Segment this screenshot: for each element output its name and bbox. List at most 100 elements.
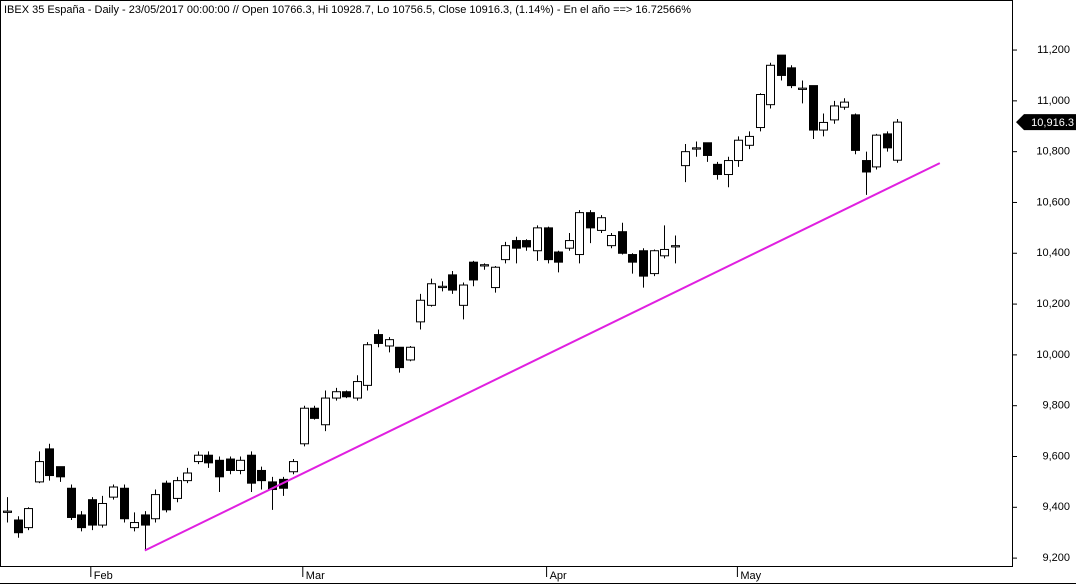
candle-body: [151, 494, 160, 520]
candle-body: [650, 250, 659, 275]
candle-body: [162, 482, 171, 511]
candle-body: [575, 212, 584, 256]
candle-body: [671, 245, 680, 248]
candle-body: [618, 231, 627, 254]
candle-body: [56, 466, 65, 478]
candle-body: [24, 508, 33, 529]
candle-body: [607, 234, 616, 247]
candle-body: [660, 248, 669, 257]
candle-body: [173, 480, 182, 499]
candle-body: [353, 381, 362, 399]
candle-body: [459, 284, 468, 306]
candle-body: [851, 114, 860, 151]
candle-body: [597, 217, 606, 231]
candle-body: [883, 133, 892, 149]
trendline: [144, 162, 941, 552]
candle-body: [14, 519, 23, 534]
candle-body: [67, 487, 76, 518]
candle-body: [819, 121, 828, 131]
candle-body: [628, 254, 637, 263]
candle-body: [120, 487, 129, 520]
candle-body: [554, 251, 563, 263]
candle-body: [342, 391, 351, 398]
y-tick-label: 11,000: [1037, 95, 1070, 107]
candle-body: [438, 285, 447, 289]
candle-body: [480, 264, 489, 267]
candle-body: [310, 407, 319, 419]
y-tick-label: 10,200: [1036, 298, 1070, 310]
candle-body: [798, 87, 807, 90]
y-tick-label: 9,400: [1042, 501, 1070, 513]
price-marker-label: 10,916.3: [1031, 117, 1074, 129]
candle-body: [862, 160, 871, 173]
candle-body: [448, 274, 457, 291]
candle-body: [194, 454, 203, 463]
candle-body: [756, 94, 765, 129]
candle-body: [77, 514, 86, 529]
x-tick-label: Apr: [550, 570, 567, 582]
candle-body: [491, 266, 500, 289]
candle-body: [300, 407, 309, 445]
candle-body: [427, 283, 436, 306]
candle-body: [533, 227, 542, 252]
y-tick-label: 10,400: [1036, 247, 1070, 259]
y-tick-label: 10,800: [1036, 146, 1070, 158]
chart-title: IBEX 35 España - Daily - 23/05/2017 00:0…: [4, 4, 691, 16]
candle-body: [416, 299, 425, 323]
candle-body: [247, 454, 256, 484]
candle-body: [289, 461, 298, 473]
price-marker: [1016, 114, 1076, 131]
candle-body: [321, 397, 330, 426]
candle-body: [45, 448, 54, 477]
candle-body: [724, 160, 733, 176]
candle-body: [88, 499, 97, 526]
y-tick-label: 9,200: [1042, 552, 1070, 564]
plot-frame: [0, 0, 1013, 567]
candle-body: [639, 250, 648, 277]
candle-body: [777, 54, 786, 76]
candle-body: [893, 121, 902, 161]
candle-body: [469, 261, 478, 281]
candle-body: [809, 85, 818, 131]
candle-body: [98, 502, 107, 526]
candle-body: [713, 163, 722, 176]
x-tick-label: Mar: [306, 570, 325, 582]
candle-body: [703, 142, 712, 156]
candle-body: [395, 346, 404, 369]
candle-body: [406, 346, 415, 361]
y-tick-label: 9,600: [1042, 450, 1070, 462]
y-tick-label: 10,000: [1036, 349, 1070, 361]
candle-body: [766, 64, 775, 106]
y-tick-label: 10,600: [1036, 196, 1070, 208]
candle-body: [565, 240, 574, 249]
candle-body: [501, 245, 510, 261]
candle-body: [226, 458, 235, 471]
candle-body: [3, 510, 12, 513]
candle-body: [872, 134, 881, 168]
candle-body: [385, 339, 394, 347]
candle-body: [141, 514, 150, 526]
candle-body: [692, 147, 701, 150]
y-tick-label: 9,800: [1042, 400, 1070, 412]
candle-body: [374, 334, 383, 344]
candle-body: [586, 212, 595, 229]
x-tick-label: Feb: [94, 570, 113, 582]
candle-body: [787, 67, 796, 87]
candle-body: [332, 391, 341, 399]
candle-body: [512, 240, 521, 249]
candle-body: [522, 240, 531, 248]
candle-body: [236, 459, 245, 471]
candle-body: [681, 151, 690, 167]
candle-body: [745, 135, 754, 146]
candle-body: [363, 344, 372, 386]
candle-body: [544, 227, 553, 261]
candle-body: [35, 461, 44, 483]
candle-body: [734, 139, 743, 162]
candle-body: [830, 105, 839, 121]
candle-body: [109, 486, 118, 498]
candle-body: [183, 472, 192, 482]
candle-body: [257, 469, 266, 482]
candle-body: [130, 522, 139, 529]
candle-body: [204, 454, 213, 464]
